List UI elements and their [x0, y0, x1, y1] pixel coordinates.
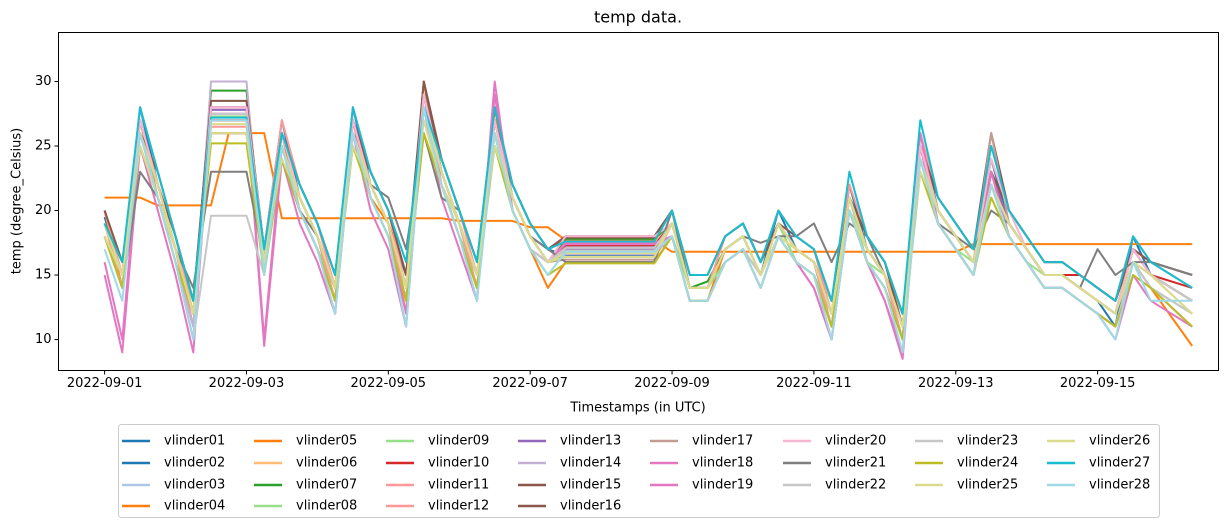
x-tick-label: 2022-09-11: [776, 376, 852, 391]
x-tick-label: 2022-09-07: [492, 376, 568, 391]
x-tick-label: 2022-09-05: [351, 376, 427, 391]
x-tick-label: 2022-09-09: [634, 376, 710, 391]
series-line: [103, 106, 1193, 315]
legend-label: vlinder09: [428, 434, 489, 449]
legend-label: vlinder24: [957, 456, 1018, 471]
legend-label: vlinder14: [560, 456, 621, 471]
legend-label: vlinder07: [296, 478, 357, 493]
legend-label: vlinder05: [296, 434, 357, 449]
legend-label: vlinder10: [428, 456, 489, 471]
y-tick-label: 30: [35, 74, 52, 89]
legend-label: vlinder01: [164, 434, 225, 449]
chart-title: temp data.: [594, 8, 682, 27]
y-tick-label: 10: [35, 332, 52, 347]
legend-label: vlinder04: [164, 499, 225, 514]
y-tick-label: 20: [35, 203, 52, 218]
legend-label: vlinder11: [428, 478, 489, 493]
x-axis-label: Timestamps (in UTC): [569, 401, 705, 416]
legend-label: vlinder22: [825, 478, 886, 493]
y-axis-label: temp (degree_Celsius): [10, 128, 25, 274]
legend-label: vlinder20: [825, 434, 886, 449]
legend-label: vlinder21: [825, 456, 886, 471]
legend-label: vlinder02: [164, 456, 225, 471]
x-tick-label: 2022-09-01: [67, 376, 143, 391]
legend-label: vlinder13: [560, 434, 621, 449]
legend-box: [118, 424, 1160, 518]
series-line: [103, 93, 1193, 315]
x-tick-label: 2022-09-03: [209, 376, 285, 391]
x-tick-label: 2022-09-13: [918, 376, 994, 391]
series-line: [103, 106, 1193, 354]
series-line: [104, 132, 1193, 253]
plot-area: [103, 80, 1194, 360]
legend-label: vlinder28: [1089, 478, 1150, 493]
legend-label: vlinder19: [692, 478, 753, 493]
legend-label: vlinder23: [957, 434, 1018, 449]
axes-frame: [58, 32, 1219, 371]
legend-label: vlinder26: [1089, 434, 1150, 449]
legend-label: vlinder25: [957, 478, 1018, 493]
x-tick-label: 2022-09-15: [1060, 376, 1136, 391]
series-line: [103, 106, 1193, 315]
legend-label: vlinder17: [692, 434, 753, 449]
y-tick-label: 15: [35, 268, 52, 283]
legend-label: vlinder12: [428, 499, 489, 514]
y-tick-label: 25: [35, 139, 52, 154]
legend-label: vlinder18: [692, 456, 753, 471]
legend-label: vlinder15: [560, 478, 621, 493]
series-line: [103, 106, 1193, 315]
legend-label: vlinder16: [560, 499, 621, 514]
legend-label: vlinder08: [296, 499, 357, 514]
legend-label: vlinder03: [164, 478, 225, 493]
legend-label: vlinder06: [296, 456, 357, 471]
legend-label: vlinder27: [1089, 456, 1150, 471]
